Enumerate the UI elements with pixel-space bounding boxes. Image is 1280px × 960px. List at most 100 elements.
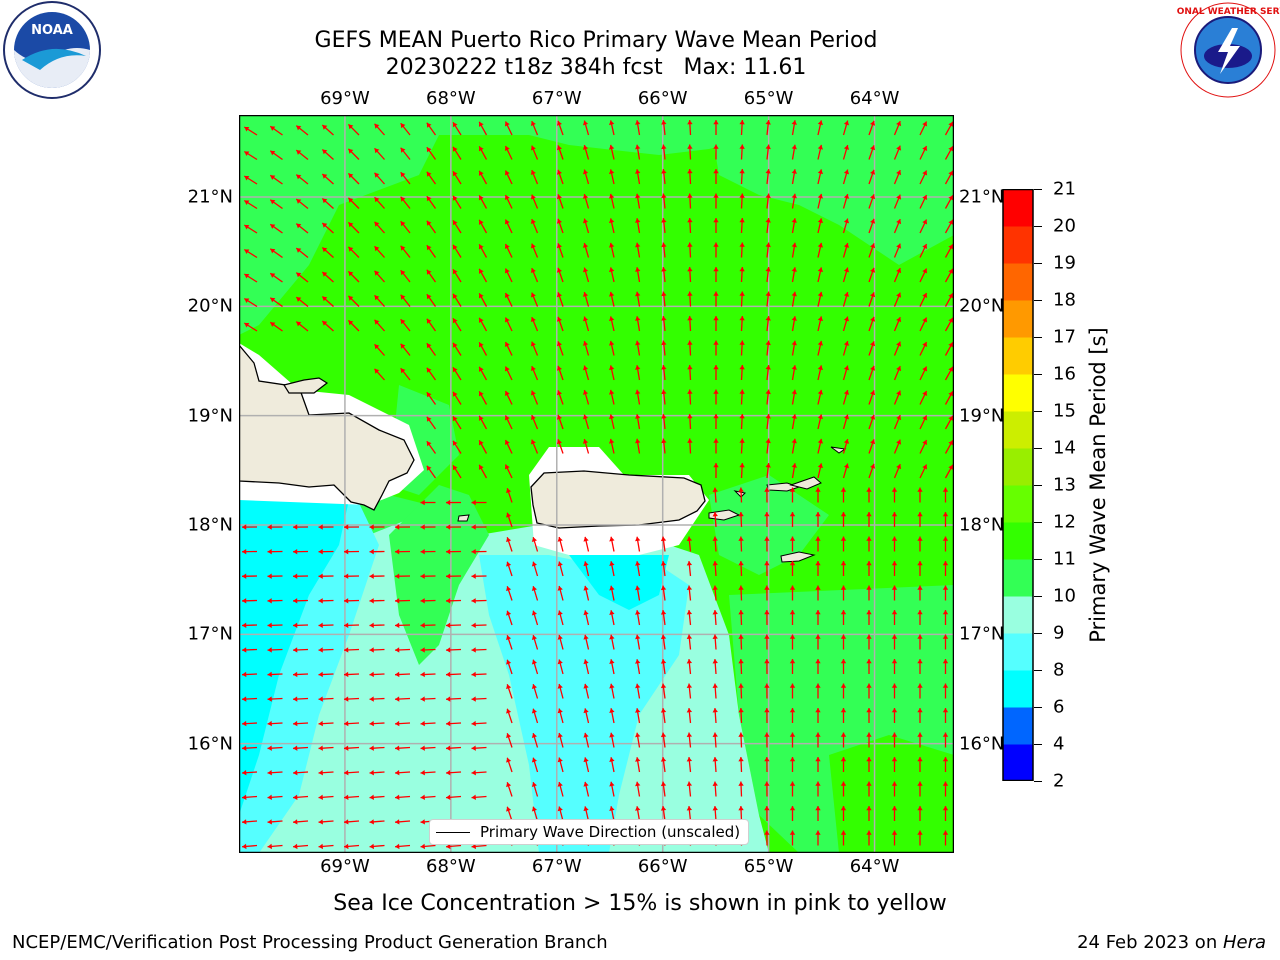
wave-arrow-head-570 xyxy=(764,659,770,664)
wave-arrow-head-102 xyxy=(713,193,719,198)
wave-arrow-head-210 xyxy=(609,291,615,297)
wave-arrow-head-479 xyxy=(583,585,589,591)
wave-arrow-head-90 xyxy=(400,196,406,202)
wave-arrow-head-448 xyxy=(506,561,512,567)
colorbar-segment-6 xyxy=(1003,522,1033,560)
wave-arrow-head-469 xyxy=(318,598,323,604)
wave-arrow-head-165 xyxy=(896,243,902,249)
wave-arrow-head-317 xyxy=(922,390,928,396)
wave-arrow-head-278 xyxy=(453,367,458,373)
wave-arrow-head-127 xyxy=(635,218,641,223)
wave-arrow-head-282 xyxy=(556,365,562,371)
wave-arrow-head-145 xyxy=(374,246,380,252)
wave-arrow-head-212 xyxy=(661,291,667,297)
wave-arrow-head-214 xyxy=(713,291,719,296)
map-gridlines xyxy=(239,115,954,853)
wave-arrow-head-151 xyxy=(530,243,536,249)
wave-arrow-head-291 xyxy=(791,365,797,370)
wave-arrow-head-308 xyxy=(687,389,693,394)
colorbar-tick-10 xyxy=(1034,410,1042,412)
footer-date-text: 24 Feb 2023 on xyxy=(1077,932,1223,953)
wave-arrow-head-159 xyxy=(739,242,745,247)
wave-arrow-head-1 xyxy=(270,126,276,131)
wave-arrow-head-47 xyxy=(739,144,745,149)
wave-arrow-head-243 xyxy=(739,316,745,321)
wave-arrow-head-334 xyxy=(817,414,824,420)
wave-arrow-head-561 xyxy=(531,659,537,665)
wave-arrow-head-583 xyxy=(369,696,374,702)
wave-arrow-head-155 xyxy=(635,242,641,248)
wave-arrow-head-634 xyxy=(242,745,247,751)
wave-arrow-head-110 xyxy=(922,194,928,200)
sea-ice-note: Sea Ice Concentration > 15% is shown in … xyxy=(333,891,947,916)
wave-arrow-head-406 xyxy=(866,512,872,517)
wave-arrow-head-578 xyxy=(242,696,247,702)
lon-tick-top-0: 69°W xyxy=(320,88,370,109)
wave-arrow-head-17 xyxy=(687,120,693,125)
wave-arrow-head-108 xyxy=(870,194,876,200)
wave-arrow-head-395 xyxy=(395,524,400,530)
wave-arrow-head-321 xyxy=(478,415,484,421)
wave-arrow-head-656 xyxy=(815,732,821,737)
wave-arrow-head-262 xyxy=(635,340,641,346)
wave-arrow-head-660 xyxy=(917,732,923,737)
colorbar-tick-7 xyxy=(1034,521,1042,523)
lat-tick-left-5: 16°N xyxy=(187,733,233,755)
wave-arrow-head-318 xyxy=(948,391,954,397)
wave-arrow-head-489 xyxy=(840,585,847,590)
wave-arrow-head-641 xyxy=(420,745,425,751)
wave-arrow-head-75 xyxy=(739,169,745,174)
wave-arrow-head-357 xyxy=(870,439,876,445)
wave-arrow-head-408 xyxy=(917,512,923,517)
wave-arrow-head-266 xyxy=(739,340,745,345)
wave-arrow-head-545 xyxy=(840,634,847,639)
lat-tick-left-3: 18°N xyxy=(187,514,233,536)
wave-arrow-head-283 xyxy=(582,365,589,371)
wave-arrow-head-5 xyxy=(374,123,380,129)
wave-arrow-head-595 xyxy=(686,683,693,689)
wave-arrow-head-233 xyxy=(478,317,484,323)
wave-arrow-head-130 xyxy=(713,218,719,223)
wave-arrow-head-76 xyxy=(765,169,771,174)
wave-arrow-head-162 xyxy=(817,242,824,248)
wave-arrow-head-706 xyxy=(660,781,667,787)
wave-arrow-head-738 xyxy=(764,806,770,811)
colorbar-segment-2 xyxy=(1003,670,1033,708)
wave-arrow-head-743 xyxy=(891,806,898,811)
wave-arrow-head-20 xyxy=(765,120,771,125)
wave-arrow-head-295 xyxy=(896,366,902,372)
colorbar-segment-3 xyxy=(1003,633,1033,671)
wave-arrow-head-360 xyxy=(948,440,954,446)
wave-arrow-head-446 xyxy=(446,573,451,579)
colorbar-tick-4 xyxy=(1034,632,1042,634)
wave-arrow-head-38 xyxy=(504,145,510,151)
wave-arrow-head-551 xyxy=(267,671,272,678)
wave-arrow-head-111 xyxy=(948,195,954,201)
wave-arrow-head-326 xyxy=(609,414,615,420)
wave-arrow-head-580 xyxy=(293,696,298,702)
wave-arrow-head-440 xyxy=(293,573,298,579)
wave-arrow-head-428 xyxy=(712,536,718,541)
lon-tick-top-3: 66°W xyxy=(637,88,688,109)
wave-arrow-head-29 xyxy=(270,150,276,156)
wave-arrow-head-616 xyxy=(506,708,512,714)
wave-arrow-head-550 xyxy=(242,671,247,678)
wave-arrow-head-205 xyxy=(478,293,484,299)
wave-arrow-head-709 xyxy=(738,781,744,786)
wave-arrow-head-6 xyxy=(400,123,406,129)
wave-arrow-head-78 xyxy=(817,169,824,175)
wave-arrow-head-702 xyxy=(557,782,563,787)
wave-arrow-head-687 xyxy=(891,757,898,762)
wave-arrow-head-416 xyxy=(395,548,400,555)
lat-tick-right-1: 20°N xyxy=(959,295,1005,317)
wave-arrow-head-695 xyxy=(369,794,374,800)
wave-arrow-head-678 xyxy=(660,757,667,762)
wave-arrow-head-696 xyxy=(395,794,400,800)
wave-arrow-head-404 xyxy=(815,512,821,517)
wave-arrow-head-341 xyxy=(453,440,458,446)
wave-arrow-head-506 xyxy=(557,610,563,616)
wave-arrow-head-772 xyxy=(917,830,923,835)
wave-arrow-head-659 xyxy=(891,732,898,737)
colorbar-label-5: 10 xyxy=(1053,585,1076,607)
wave-arrow-head-630 xyxy=(866,708,872,713)
